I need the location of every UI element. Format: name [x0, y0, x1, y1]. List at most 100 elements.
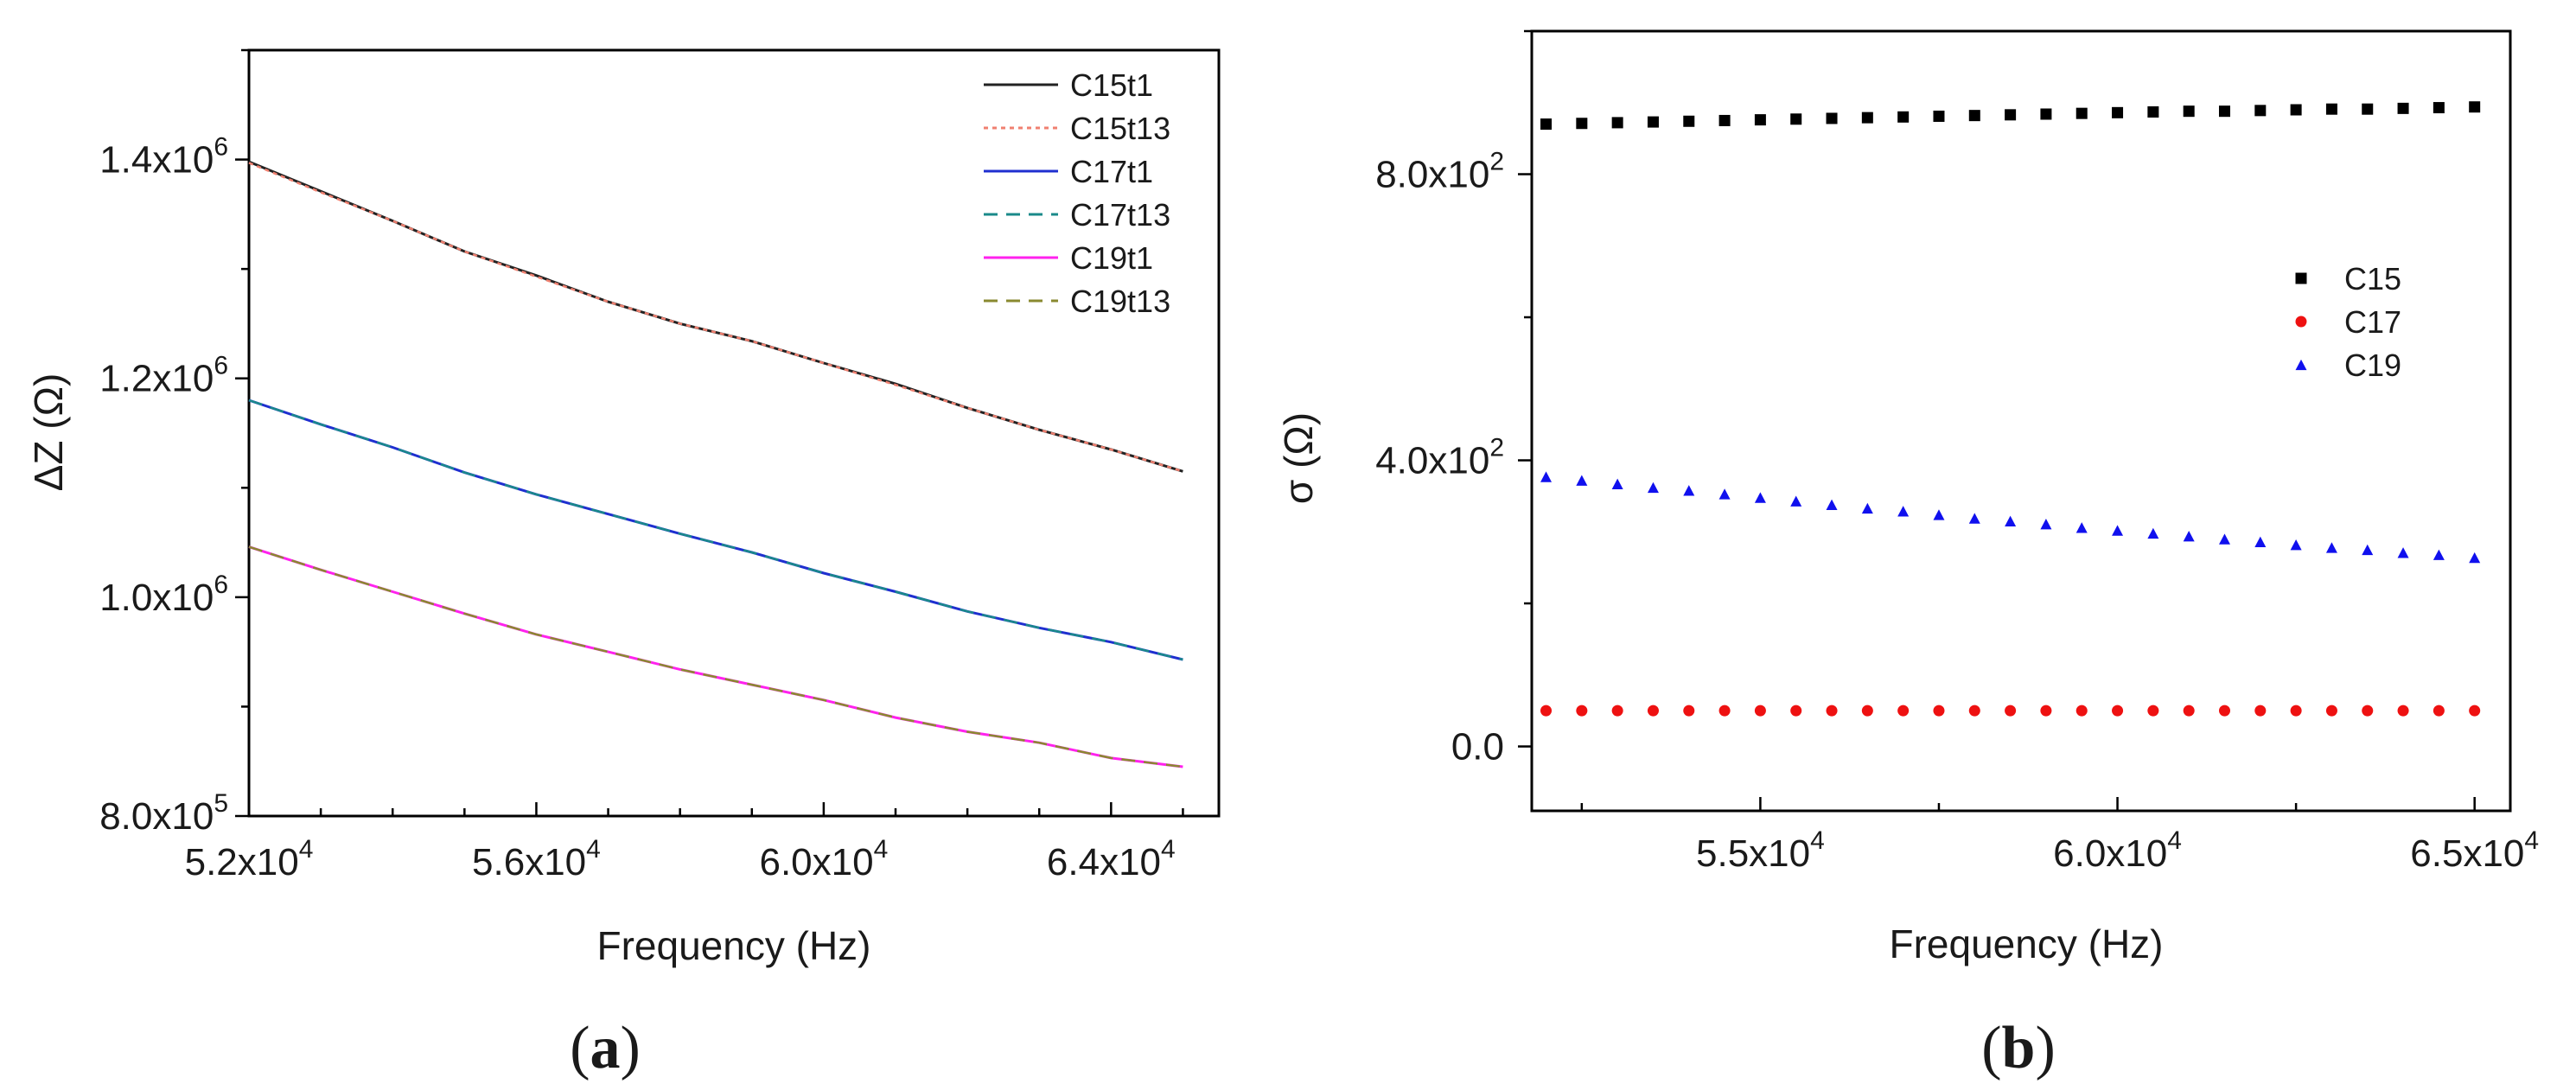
- chart-b-point-C15: [1897, 111, 1910, 123]
- chart-b-point-C17: [1933, 705, 1945, 717]
- chart-b-point-C15: [1968, 110, 1980, 122]
- chart-b-legend-marker-C15: [2295, 272, 2307, 284]
- chart-a-series-C17t13: [248, 399, 1183, 661]
- chart-b-legend-marker-C19: [2295, 359, 2307, 371]
- chart-a-x-tick-label-exponent: 4: [1161, 835, 1176, 864]
- chart-b-point-C19: [1897, 506, 1910, 517]
- chart-a-series: [248, 160, 1183, 768]
- chart-b-point-C15: [1540, 118, 1553, 131]
- chart-b-point-C15: [1647, 116, 1659, 128]
- chart-b-point-C17: [1968, 705, 1980, 717]
- chart-b-point-C15: [2362, 103, 2374, 115]
- chart-b-point-C15: [1754, 114, 1766, 126]
- chart-b-point-C19: [1540, 471, 1553, 482]
- chart-b-point-C19: [2325, 542, 2337, 553]
- chart-b-point-C15: [2040, 108, 2052, 120]
- chart-b-point-C17: [1754, 705, 1766, 717]
- chart-b-point-C19: [1968, 513, 1980, 524]
- chart-b-point-C15: [2254, 105, 2267, 117]
- chart-b-y-tick-label: 0.0: [1451, 726, 1504, 768]
- chart-b-legend-label: C17: [2344, 304, 2401, 340]
- chart-b-point-C17: [2147, 705, 2159, 717]
- chart-b-point-C15: [1576, 118, 1588, 130]
- chart-b-point-C19: [1790, 495, 1802, 507]
- chart-b-point-C19: [2362, 544, 2374, 556]
- chart-b-point-C19: [1754, 492, 1766, 503]
- chart-b-point-C15: [2218, 105, 2230, 118]
- chart-b-point-C19: [2183, 531, 2195, 542]
- chart-b-point-C17: [2469, 705, 2481, 717]
- chart-b-point-C15: [2469, 101, 2481, 113]
- chart-b-y-axis-title: σ (Ω): [1276, 412, 1321, 504]
- chart-b-point-C19: [2397, 547, 2409, 558]
- chart-b-point-C15: [2433, 102, 2445, 114]
- chart-a-x-tick-label-exponent: 4: [874, 835, 889, 864]
- chart-a-tick-labels: 5.2x104 5.6x104 6.0x104 6.4x1048.0x1051.0x1…: [99, 133, 1176, 883]
- chart-a-series-C19t13: [248, 545, 1183, 768]
- chart-b-point-C17: [2397, 705, 2409, 717]
- chart-b-point-C17: [1576, 705, 1588, 717]
- chart-b-point-C17: [2362, 705, 2374, 717]
- chart-a-y-tick-label-exponent: 5: [214, 789, 228, 818]
- chart-b-point-C17: [2325, 705, 2337, 717]
- chart-a-x-tick-label: 5.6x104: [472, 835, 601, 883]
- chart-b-point-C17: [2005, 705, 2017, 717]
- panel-label-a: (a): [570, 1015, 641, 1081]
- chart-b-point-C17: [2183, 705, 2195, 717]
- chart-b-point-C15: [1861, 112, 1873, 124]
- chart-a-legend: C15t1 C15t13 C17t1 C17t13 C19t1 C19t13: [984, 67, 1170, 319]
- chart-a-x-tick-label-mantissa: 5.2x10: [185, 841, 299, 883]
- chart-b-point-C19: [1933, 509, 1945, 520]
- chart-a-series-C17t1: [248, 399, 1183, 661]
- chart-b-point-C15: [2075, 107, 2088, 119]
- chart-b-x-tick-label-mantissa: 6.0x10: [2053, 832, 2167, 875]
- chart-b-legend-label: C19: [2344, 348, 2401, 383]
- chart-b-point-C15: [2005, 109, 2017, 121]
- chart-b-x-tick-label-exponent: 4: [1810, 826, 1825, 855]
- chart-b-series-C19: [1540, 471, 2481, 564]
- chart-b-point-C17: [1861, 705, 1873, 717]
- chart-b-y-tick-label: 4.0x102: [1375, 434, 1504, 482]
- chart-b-point-C19: [1683, 485, 1695, 496]
- chart-a-y-tick-label: 8.0x105: [99, 789, 228, 838]
- chart-b-point-C17: [1790, 705, 1802, 717]
- chart-b-point-C17: [2112, 705, 2124, 717]
- chart-a-x-tick-label-mantissa: 6.0x10: [759, 841, 873, 883]
- chart-a-y-tick-label-exponent: 6: [214, 571, 228, 599]
- chart-b-point-C17: [2075, 705, 2088, 717]
- chart-b-point-C15: [2325, 103, 2337, 115]
- chart-b-point-C15: [1718, 114, 1731, 126]
- chart-a-y-tick-label-mantissa: 1.4x10: [99, 139, 214, 182]
- chart-a-legend-label: C17t1: [1070, 154, 1153, 189]
- chart-b-point-C19: [1826, 499, 1838, 510]
- chart-b-point-C17: [2433, 705, 2445, 717]
- chart-b-x-axis-title: Frequency (Hz): [1890, 921, 2164, 966]
- chart-a-x-axis-title: Frequency (Hz): [597, 923, 871, 968]
- chart-a-series-C19t1: [248, 545, 1183, 768]
- chart-b-legend-marker-C17: [2295, 316, 2307, 328]
- chart-a-x-tick-label: 6.4x104: [1047, 835, 1176, 883]
- chart-a-legend-label: C17t13: [1070, 197, 1170, 233]
- chart-b-point-C15: [2112, 106, 2124, 118]
- chart-b-y-tick-label-mantissa: 0.0: [1451, 726, 1504, 768]
- chart-b-x-tick-label: 6.5x104: [2410, 826, 2539, 875]
- chart-b-legend: C15 C17 C19: [2295, 261, 2401, 383]
- chart-b-point-C19: [2112, 525, 2124, 536]
- chart-b-point-C17: [1540, 705, 1553, 717]
- chart-a-series-C15t13: [248, 162, 1183, 473]
- chart-b-point-C15: [2183, 105, 2195, 118]
- chart-b-point-C17: [1897, 705, 1910, 717]
- chart-b-point-C17: [1718, 705, 1731, 717]
- chart-b-point-C19: [2075, 522, 2088, 533]
- chart-a: 5.2x104 5.6x104 6.0x104 6.4x1048.0x1051.0x1…: [26, 48, 1221, 968]
- chart-a-x-tick-label-exponent: 4: [299, 835, 314, 864]
- chart-b-y-tick-label-mantissa: 8.0x10: [1375, 154, 1489, 196]
- chart-b-point-C19: [2040, 518, 2052, 530]
- panel-label-a-letter: a: [590, 1015, 621, 1081]
- chart-b-point-C19: [1576, 475, 1588, 486]
- chart-b-y-tick-label-exponent: 2: [1489, 434, 1504, 462]
- chart-a-y-tick-label-mantissa: 1.0x10: [99, 577, 214, 619]
